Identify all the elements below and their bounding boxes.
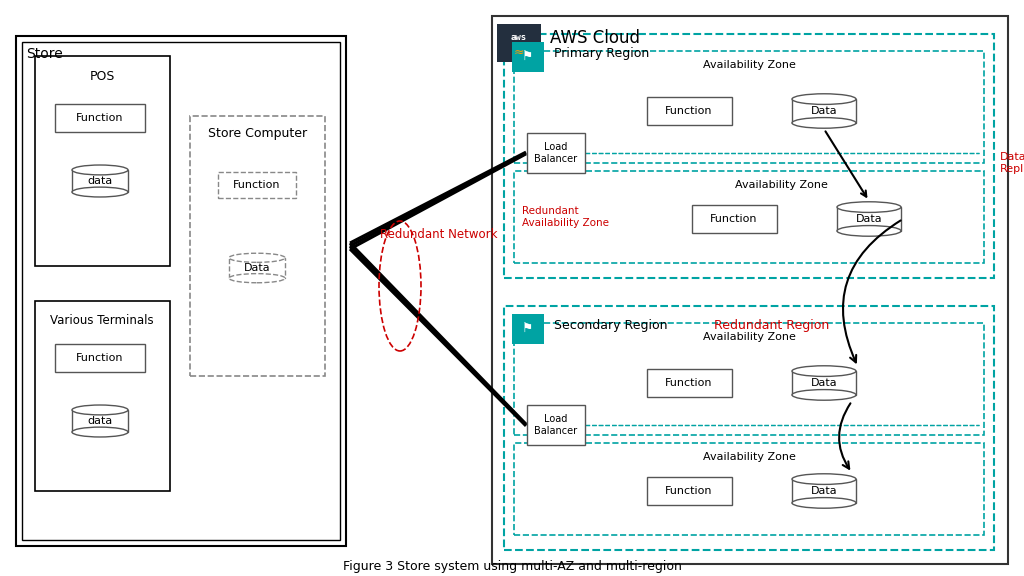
Text: Data: Data [811,486,838,496]
Bar [646,369,731,397]
Ellipse shape [792,498,856,508]
Bar [16,36,346,546]
Bar [792,99,856,123]
Bar [837,207,901,231]
Text: ⚑: ⚑ [522,50,534,63]
Ellipse shape [837,202,901,213]
Bar [35,301,170,491]
Bar [512,42,544,72]
Ellipse shape [792,366,856,377]
Bar [497,24,541,62]
FancyArrowPatch shape [839,403,851,469]
Text: Redundant Region: Redundant Region [714,320,829,332]
Text: POS: POS [89,70,115,82]
Bar [512,314,544,344]
Ellipse shape [837,226,901,236]
Text: Function: Function [711,214,758,224]
Text: Function: Function [76,113,124,123]
Ellipse shape [229,253,285,262]
Text: aws: aws [511,33,527,42]
Text: Data: Data [811,378,838,388]
Bar [527,405,585,445]
Text: Data: Data [244,263,270,273]
Text: Load
Balancer: Load Balancer [535,142,578,164]
Bar [514,443,984,535]
Text: Primary Region: Primary Region [554,47,649,60]
Text: Redundant Network: Redundant Network [380,228,498,241]
Text: Data: Data [811,106,838,116]
Bar [55,344,145,372]
Text: AWS Cloud: AWS Cloud [550,29,640,47]
Text: Function: Function [233,180,281,190]
Text: Availability Zone: Availability Zone [702,452,796,462]
Bar [514,323,984,435]
Text: Function: Function [666,106,713,116]
Text: ≈: ≈ [514,46,524,59]
Ellipse shape [229,274,285,283]
Ellipse shape [72,187,128,197]
Bar [527,133,585,173]
Text: Secondary Region: Secondary Region [554,320,668,332]
Ellipse shape [72,405,128,415]
Bar [792,479,856,503]
Bar [35,56,170,266]
Text: Function: Function [666,486,713,496]
Text: Data
Replication: Data Replication [1000,152,1024,174]
Text: Store: Store [26,47,62,61]
Ellipse shape [72,427,128,437]
Bar [492,16,1008,564]
Ellipse shape [792,389,856,400]
Bar [691,205,776,233]
Bar [646,97,731,125]
Ellipse shape [72,165,128,175]
Bar [218,172,296,198]
Text: Availability Zone: Availability Zone [735,180,828,190]
Text: data: data [87,416,113,426]
Text: Load
Balancer: Load Balancer [535,414,578,436]
Text: Various Terminals: Various Terminals [50,314,154,328]
Bar [229,258,285,278]
Text: Store Computer: Store Computer [209,127,307,139]
Ellipse shape [792,474,856,484]
Text: Availability Zone: Availability Zone [702,332,796,342]
Ellipse shape [792,94,856,104]
Bar [514,51,984,163]
Bar [72,410,128,432]
Bar [514,171,984,263]
Bar [55,104,145,132]
Text: Figure 3 Store system using multi-AZ and multi-region: Figure 3 Store system using multi-AZ and… [343,560,681,573]
Ellipse shape [792,118,856,128]
Text: Redundant
Availability Zone: Redundant Availability Zone [522,206,609,228]
Bar [504,34,994,278]
Bar [190,116,325,376]
FancyArrowPatch shape [843,221,901,362]
Bar [22,42,340,540]
Text: Function: Function [76,353,124,363]
Text: Availability Zone: Availability Zone [702,60,796,70]
Text: Function: Function [666,378,713,388]
Bar [646,477,731,505]
Text: data: data [87,176,113,186]
Bar [792,371,856,395]
Bar [72,170,128,192]
Bar [504,306,994,550]
Text: ⚑: ⚑ [522,321,534,335]
Text: Data: Data [856,214,883,224]
